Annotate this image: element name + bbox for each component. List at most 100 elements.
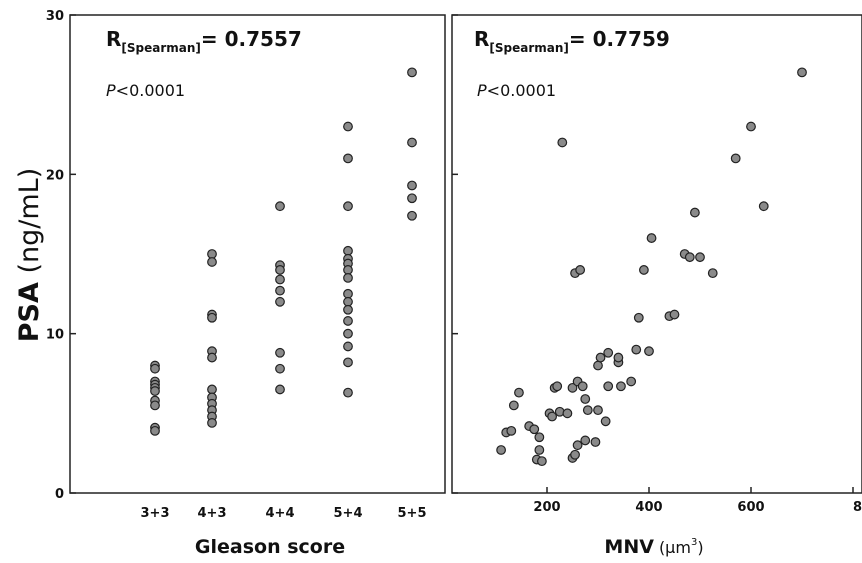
data-point [343,304,353,315]
y-axis-label-unit: (ng/mL) [14,168,45,282]
data-point [575,265,586,275]
panel-mnv-x-label-unit: (μm [659,538,691,557]
panel-gleason-p-italic: P [106,81,116,100]
data-point [631,344,642,355]
panel-mnv-stat: R[Spearman]= 0.7759 [474,27,670,55]
data-point [343,296,353,307]
data-point [275,265,285,275]
data-point [514,387,524,398]
data-point [529,424,540,435]
data-point [567,382,578,393]
panel-gleason-x-label: Gleason score [195,536,345,558]
x-tick-label: 800 [853,500,862,515]
data-point [537,456,547,467]
panel-mnv-points [496,67,807,467]
data-point [150,363,160,374]
data-point [508,400,519,411]
data-point [343,245,353,256]
data-point [616,381,626,392]
data-point [797,67,807,78]
data-point [646,233,657,243]
data-point [570,449,580,460]
panel-gleason-y-ticks: 0 10 20 30 [46,9,76,502]
data-point [275,274,285,285]
data-point [343,121,353,132]
data-point [343,288,353,299]
panel-mnv-x-label-close: ) [697,538,703,557]
data-point [407,193,417,204]
panel-gleason-stat-label: R [106,27,121,51]
panel-mnv-x-label-sup: 3 [691,537,697,548]
data-point [207,312,217,323]
panel-gleason-stat: R[Spearman]= 0.7557 [106,27,302,55]
data-point [534,432,545,443]
panel-mnv-x-label-name: MNV [604,536,654,558]
data-point [207,249,217,259]
data-point [275,363,285,374]
data-point [496,445,507,455]
panel-mnv-y-ticks [452,14,458,494]
x-tick-label: 200 [533,500,560,515]
y-tick-label: 10 [46,328,64,343]
data-point [407,180,417,191]
panel-gleason-p-rest: <0.0001 [116,81,185,100]
panel-mnv-p-italic: P [477,81,487,100]
data-point [534,445,545,455]
y-tick-label: 20 [46,168,64,183]
data-point [595,352,606,363]
data-point [343,153,353,164]
panel-mnv-p-value: P<0.0001 [477,81,556,100]
data-point [577,381,588,392]
data-point [343,357,353,368]
data-point [758,201,769,212]
data-point [407,210,417,221]
data-point [343,201,353,212]
panel-mnv-stat-label: R [474,27,489,51]
panel-mnv-stat-subscript: [Spearman] [489,41,569,55]
data-point [343,265,353,275]
data-point [343,341,353,352]
panel-mnv-x-label: MNV (μm3) [604,536,703,558]
panel-gleason-p-value: P<0.0001 [106,81,185,100]
data-point [593,360,603,371]
data-point [613,352,624,363]
data-point [275,384,285,395]
x-tick-label: 400 [635,500,662,515]
data-point [547,411,557,422]
panel-mnv-p-rest: <0.0001 [487,81,556,100]
data-point [207,417,217,428]
x-tick-label: 5+5 [398,506,427,521]
data-point [150,386,160,396]
data-point [572,440,583,451]
panel-gleason-stat-subscript: [Spearman] [121,41,201,55]
panel-gleason-x-ticks: 3+3 4+3 4+4 5+4 5+5 [141,506,427,521]
panel-gleason-stat-value: = 0.7557 [201,27,302,51]
data-point [644,346,654,357]
data-point [590,437,601,447]
data-point [593,405,603,416]
data-point [343,316,353,326]
data-point [580,394,591,404]
data-point [582,405,593,416]
data-point [407,67,417,78]
panel-gleason-frame [69,14,446,494]
data-point [506,425,517,436]
data-point [603,347,614,358]
data-point [150,400,160,411]
x-tick-label: 5+4 [334,506,363,521]
data-point [275,201,285,212]
data-point [343,328,353,339]
data-point [557,137,568,148]
data-point [684,252,695,263]
data-point [207,384,217,395]
data-point [626,376,637,387]
data-point [207,352,217,363]
y-axis-label-bold: PSA [14,282,45,342]
x-tick-label: 600 [737,500,764,515]
data-point [552,381,563,392]
data-point [207,257,217,267]
data-point [275,296,285,307]
data-point [695,252,705,263]
y-tick-label: 30 [46,9,64,24]
data-point [150,425,160,436]
